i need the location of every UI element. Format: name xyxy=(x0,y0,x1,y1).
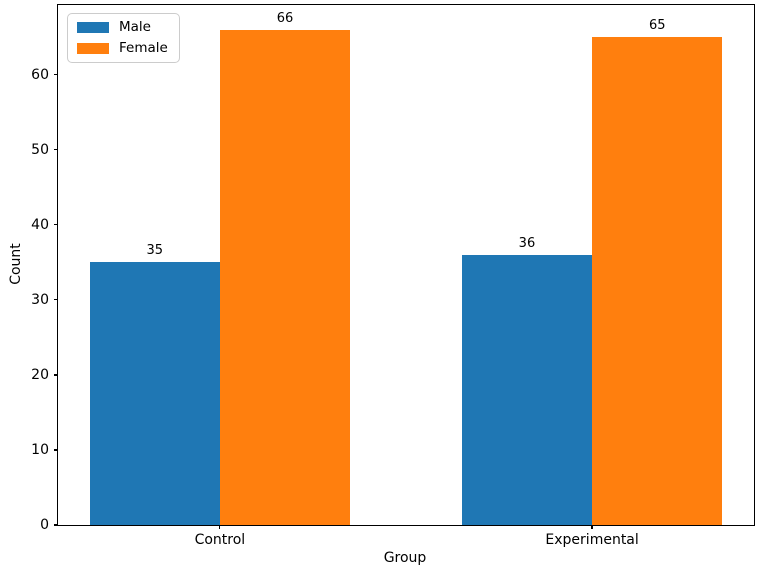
legend-item-female: Female xyxy=(77,39,168,56)
y-tick-mark xyxy=(54,374,58,376)
y-tick-label: 10 xyxy=(31,441,49,458)
x-tick-mark xyxy=(219,525,221,529)
legend-label-male: Male xyxy=(119,19,151,35)
y-tick-label: 30 xyxy=(31,291,49,308)
y-tick-label: 40 xyxy=(31,216,49,233)
y-tick-mark xyxy=(54,299,58,301)
bar-value-label: 66 xyxy=(276,10,294,26)
bar-value-label: 36 xyxy=(518,235,536,251)
x-tick-label-experimental: Experimental xyxy=(545,532,639,548)
legend-swatch-male xyxy=(77,22,109,34)
y-tick-label: 20 xyxy=(31,366,49,383)
y-tick-mark xyxy=(54,524,58,526)
legend-swatch-female xyxy=(77,42,109,54)
y-tick-mark xyxy=(54,149,58,151)
y-tick-label: 0 xyxy=(40,517,49,533)
x-tick-mark xyxy=(591,525,593,529)
bar-male-experimental xyxy=(461,254,593,525)
bar-male-control xyxy=(89,262,220,525)
y-tick-label: 60 xyxy=(31,66,49,83)
legend: Male Female xyxy=(67,13,180,63)
legend-label-female: Female xyxy=(119,39,168,56)
bar-female-control xyxy=(219,29,351,525)
x-tick-label-control: Control xyxy=(194,532,246,548)
bar-value-label: 65 xyxy=(648,18,666,34)
y-axis-title: Count xyxy=(8,243,24,285)
y-tick-mark xyxy=(54,449,58,451)
y-tick-mark xyxy=(54,224,58,226)
bar-value-label: 35 xyxy=(146,243,164,259)
legend-item-male: Male xyxy=(77,19,168,35)
plot-area: 35 36 66 65 0 10 20 30 40 50 60 Control Experimental… xyxy=(31,4,755,547)
y-tick-mark xyxy=(54,74,58,76)
x-axis-title: Group xyxy=(383,550,427,566)
bar-female-experimental xyxy=(592,37,723,525)
y-tick-label: 50 xyxy=(31,141,49,158)
